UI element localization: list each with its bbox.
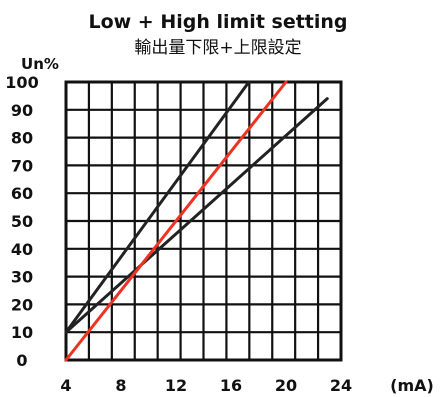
y-tick-label: 20 [11,295,33,314]
x-tick-label: 12 [165,376,187,395]
chart-subtitle: 輸出量下限+上限設定 [134,38,301,58]
y-axis-label: Un% [21,55,59,73]
y-tick-label: 70 [11,156,33,175]
grid [64,80,343,362]
y-tick-label: 80 [11,129,33,148]
y-tick-label: 90 [11,101,33,120]
y-tick-label: 30 [11,268,33,287]
y-tick-label: 60 [11,184,33,203]
series-line-2 [64,80,251,334]
x-tick-label: 16 [220,376,242,395]
x-tick-label: 8 [115,376,126,395]
y-tick-label: 50 [11,212,33,231]
series-line-3 [64,97,329,334]
chart-title: Low + High limit setting [88,11,347,33]
series-group [64,80,329,362]
series-line-1 [64,80,288,362]
y-tick-label: 100 [5,73,38,92]
plot-frame [64,80,343,362]
y-tick-label: 40 [11,240,33,259]
x-tick-label: 20 [275,376,297,395]
x-tick-label: 24 [330,376,352,395]
y-tick-label: 10 [11,323,33,342]
y-tick-label: 0 [16,351,27,370]
x-axis-unit: (mA) [390,376,434,395]
x-tick-label: 4 [60,376,71,395]
tick-labels: 0 10 20 30 40 50 60 70 80 90 100 4 8 12 16 20 24 [5,73,352,395]
